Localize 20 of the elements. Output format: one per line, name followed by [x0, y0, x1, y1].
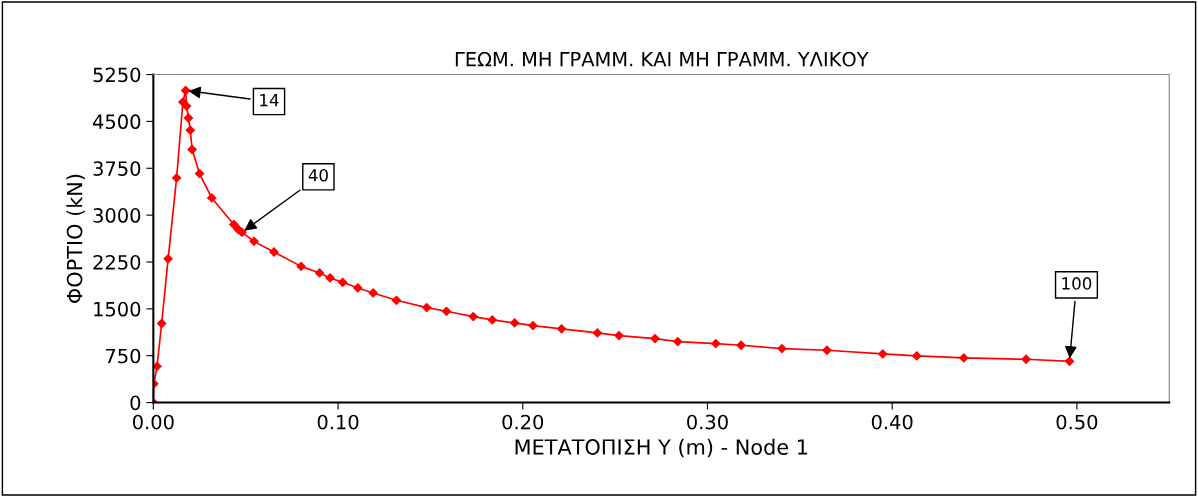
- annotation: 40: [308, 168, 328, 182]
- y-tick-label: 3000: [93, 208, 141, 223]
- x-axis-title: ΜΕΤΑΤΟΠΙΣΗ Υ (m) - Node 1: [515, 438, 808, 458]
- x-tick-label: 0.20: [502, 414, 544, 430]
- y-tick-label: 1500: [94, 301, 141, 317]
- x-tick-label: 0.40: [871, 414, 913, 430]
- x-tick-label: 0.10: [317, 414, 359, 430]
- x-tick-label: 0.30: [687, 414, 728, 430]
- annotation: 100: [1062, 277, 1092, 290]
- y-tick-label: 2250: [93, 254, 141, 270]
- y-tick-label: 750: [106, 348, 141, 364]
- y-tick-label: 4500: [93, 114, 141, 130]
- chart-title: ΓΕΩΜ. ΜΗ ΓΡΑΜΜ. ΚΑΙ ΜΗ ΓΡΑΜΜ. ΥΛΙΚΟΥ: [455, 51, 869, 67]
- y-tick-label: 5250: [93, 67, 141, 83]
- annotation: 14: [260, 94, 279, 107]
- y-axis-title: ΦΟΡΤΙΟ (kN): [66, 174, 85, 303]
- y-tick-label: 3750: [93, 161, 141, 176]
- x-tick-label: 0.00: [132, 414, 174, 430]
- x-tick-label: 0.50: [1056, 414, 1098, 430]
- y-tick-label: 0: [130, 395, 141, 411]
